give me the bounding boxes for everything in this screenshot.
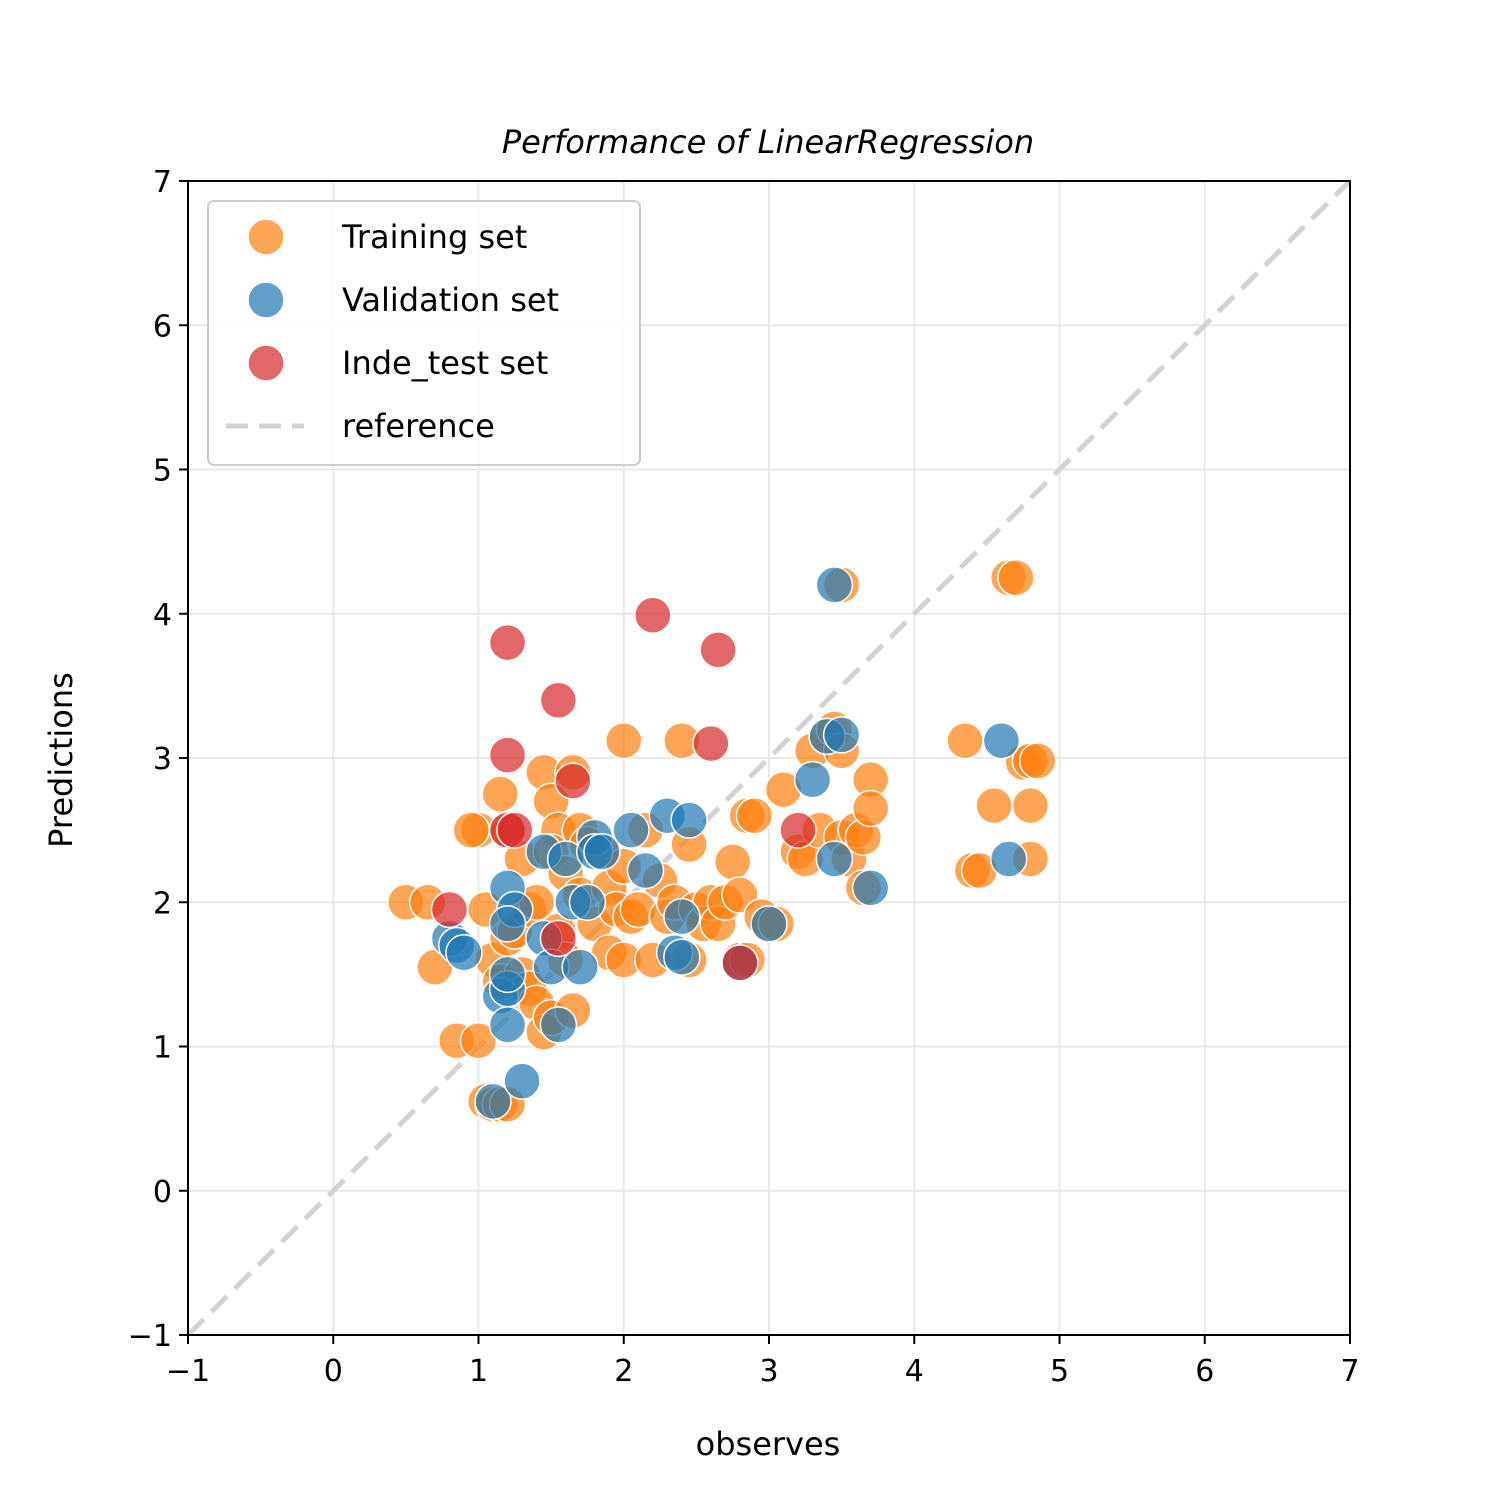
y-tick-label: 3	[153, 742, 172, 777]
inde-test-set-point	[539, 681, 578, 720]
validation-set-point	[488, 955, 527, 994]
x-tick-label: 0	[324, 1354, 343, 1389]
inde-test-set-point	[721, 944, 759, 982]
training-set-point	[452, 811, 490, 849]
validation-set-point	[626, 851, 665, 890]
x-tick-label: 5	[1050, 1354, 1069, 1389]
legend-label-validation-set: Validation set	[342, 281, 559, 319]
validation-set-point	[815, 840, 854, 878]
legend-marker-validation-set	[247, 281, 285, 319]
chart-title: Performance of LinearRegression	[502, 123, 1034, 161]
legend-label-reference: reference	[342, 407, 495, 445]
validation-set-point	[474, 1082, 512, 1121]
validation-set-point	[583, 833, 621, 871]
y-tick-label: 6	[153, 309, 172, 344]
inde-test-set-point	[488, 736, 527, 774]
validation-set-point	[750, 905, 788, 943]
inde-test-set-point	[692, 724, 730, 763]
validation-set-point	[539, 1006, 578, 1044]
validation-set-point	[445, 933, 483, 972]
validation-set-point	[982, 721, 1021, 760]
validation-set-point	[822, 716, 861, 754]
inde-test-set-point	[496, 811, 534, 849]
inde-test-set-point	[699, 631, 737, 669]
y-tick-label: 5	[153, 454, 172, 489]
validation-set-point	[989, 840, 1028, 878]
validation-set-point	[670, 801, 708, 839]
reference-line	[186, 179, 1352, 1337]
validation-set-point	[561, 948, 599, 986]
training-set-point	[851, 789, 890, 828]
training-set-point	[975, 786, 1013, 825]
legend-label-training-set: Training set	[341, 218, 527, 256]
training-set-point	[997, 558, 1035, 597]
x-tick-label: 7	[1340, 1354, 1359, 1389]
legend-box	[207, 200, 641, 466]
validation-set-point	[488, 1006, 527, 1044]
inde-test-set-point	[539, 919, 578, 958]
validation-set-point	[568, 883, 607, 921]
inde-test-set-point	[634, 596, 672, 634]
x-tick-label: 3	[759, 1354, 778, 1389]
training-set-point	[946, 721, 984, 760]
reference-line-layer	[186, 179, 1352, 1337]
y-tick-label: 7	[153, 165, 172, 200]
legend-marker-inde-test-set	[247, 344, 285, 382]
training-set-point	[713, 843, 752, 881]
legend: Training set Validation set Inde_test set r…	[207, 200, 641, 466]
x-tick-label: 6	[1195, 1354, 1214, 1389]
inde-test-set-point	[779, 811, 817, 849]
y-tick-label: 4	[153, 598, 172, 633]
training-set-point	[481, 775, 520, 813]
validation-set-point	[503, 1062, 541, 1100]
y-tick-label: 0	[153, 1175, 172, 1210]
training-set-point	[735, 796, 774, 835]
data-points	[387, 558, 1057, 1123]
inde-test-set-point	[488, 623, 527, 662]
x-axis-label: observes	[696, 1425, 841, 1463]
training-set-point	[605, 721, 643, 760]
y-tick-label: −1	[128, 1319, 172, 1354]
training-set-point	[1018, 742, 1057, 780]
y-tick-label: 2	[153, 886, 172, 921]
x-tick-label: 4	[905, 1354, 924, 1389]
validation-set-point	[793, 760, 832, 799]
x-tick-label: 2	[614, 1354, 633, 1389]
y-axis-label: Predictions	[42, 672, 80, 848]
validation-set-point	[663, 938, 701, 976]
training-set-point	[459, 1021, 498, 1060]
legend-marker-training-set	[247, 218, 285, 256]
y-tick-label: 1	[153, 1031, 172, 1066]
legend-label-inde-test-set: Inde_test set	[342, 344, 548, 382]
x-tick-label: 1	[469, 1354, 488, 1389]
validation-set-point	[612, 811, 650, 849]
validation-set-point	[815, 566, 854, 604]
axis-ticks: −1 0 1 2 3 4 5 6 7 −1 0 1 2 3 4 5 6 7	[128, 165, 1360, 1389]
validation-set-point	[851, 869, 890, 907]
inde-test-set-point	[554, 762, 592, 800]
x-tick-label: −1	[166, 1354, 210, 1389]
validation-set-point	[663, 897, 701, 936]
validation-set-point	[488, 905, 527, 943]
inde-test-set-point	[430, 890, 469, 929]
training-set-point	[1011, 786, 1050, 825]
